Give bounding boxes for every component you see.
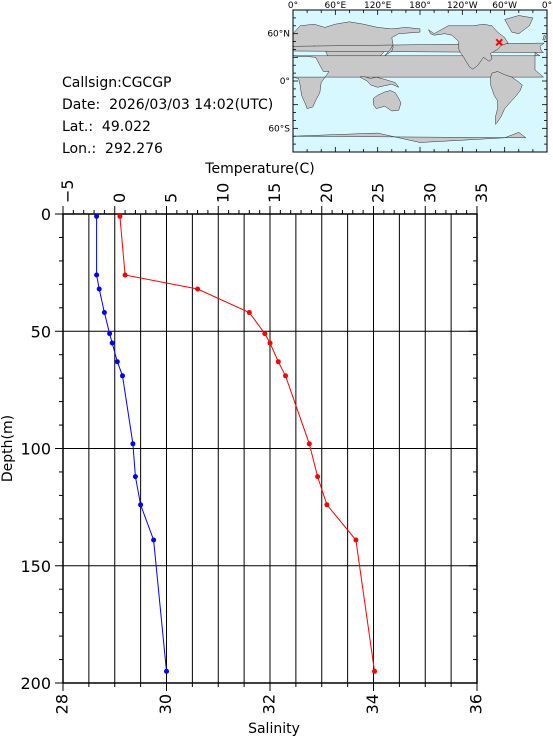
- salinity-tick-label: 34: [363, 694, 382, 714]
- land-uk: [542, 34, 546, 41]
- temperature-tick-label: 30: [420, 183, 439, 203]
- date-text: Date: 2026/03/03 14:02(UTC): [62, 97, 274, 113]
- map-lon-label: 120°E: [364, 1, 392, 11]
- salinity-tick-label: 28: [53, 694, 72, 714]
- salinity-axis-title: Salinity: [248, 721, 300, 736]
- map-lat-label: 60°S: [268, 124, 290, 134]
- temperature-tick-label: 0: [110, 193, 129, 203]
- depth-axis-title: Depth(m): [0, 415, 16, 482]
- map-lat-label: 0°: [280, 77, 290, 87]
- land-south-america: [490, 71, 523, 125]
- temperature-point: [315, 474, 321, 480]
- land-greenland: [504, 15, 534, 34]
- map-lon-label: 0°: [542, 1, 552, 11]
- depth-tick-label: 0: [41, 205, 51, 224]
- salinity-tick-label: 32: [260, 694, 279, 714]
- temperature-point: [353, 537, 359, 543]
- land-japan: [384, 45, 394, 56]
- latitude-text: Lat.: 49.022: [62, 119, 151, 135]
- temperature-point: [306, 441, 312, 447]
- salinity-point: [107, 331, 113, 337]
- temperature-axis-title: Temperature(C): [204, 161, 314, 177]
- temperature-point: [122, 272, 128, 278]
- temperature-point: [246, 310, 252, 315]
- salinity-point: [109, 340, 115, 346]
- temperature-point: [262, 331, 268, 337]
- station-marker-icon: [495, 38, 503, 47]
- depth-tick-label: 150: [20, 557, 51, 576]
- salinity-point: [132, 474, 138, 480]
- temperature-tick-label: −5: [58, 179, 77, 203]
- salinity-point: [94, 213, 100, 219]
- depth-tick-label: 100: [20, 440, 51, 459]
- salinity-point: [101, 310, 107, 315]
- temperature-point: [117, 213, 123, 219]
- salinity-point: [151, 537, 157, 543]
- temperature-point: [283, 373, 288, 379]
- salinity-point: [94, 272, 100, 278]
- salinity-tick-label: 36: [467, 694, 486, 714]
- temperature-tick-label: 20: [317, 183, 336, 203]
- temperature-point: [267, 340, 273, 346]
- longitude-text: Lon.: 292.276: [62, 141, 163, 157]
- temperature-point: [324, 502, 330, 508]
- map-lon-label: 60°E: [325, 1, 347, 11]
- salinity-point: [96, 286, 102, 292]
- map-lat-label: 60°N: [267, 30, 290, 40]
- land-australia: [373, 90, 402, 112]
- salinity-point: [120, 373, 125, 379]
- world-map: 0° 60°E 120°E 180° 120°W 60°W 0° 60°N 0° 60°S: [267, 1, 552, 153]
- land-north-america: [428, 23, 509, 70]
- salinity-point: [138, 502, 144, 508]
- land-indonesia: [359, 76, 400, 88]
- depth-tick-label: 50: [31, 322, 51, 341]
- temperature-tick-label: 15: [265, 183, 284, 203]
- map-lon-label: 0°: [288, 1, 298, 11]
- temperature-tick-label: 10: [213, 183, 232, 203]
- salinity-point: [114, 359, 120, 365]
- temperature-tick-label: 25: [369, 183, 388, 203]
- station-info: Callsign:CGCGP Date: 2026/03/03 14:02(UT…: [62, 72, 273, 160]
- salinity-point: [130, 441, 136, 447]
- temperature-point: [372, 668, 377, 674]
- temperature-tick-label: 5: [162, 193, 181, 203]
- land-africa: [292, 52, 545, 109]
- temperature-line: [119, 216, 375, 672]
- depth-tick-label: 200: [20, 674, 51, 693]
- map-lon-label: 180°: [409, 1, 431, 11]
- map-lon-label: 60°W: [492, 1, 517, 11]
- salinity-point: [164, 668, 169, 674]
- callsign-text: Callsign:CGCGP: [62, 75, 172, 91]
- map-lon-label: 120°W: [447, 1, 478, 11]
- temperature-tick-label: 35: [472, 183, 491, 203]
- salinity-tick-label: 30: [156, 694, 175, 714]
- temperature-point: [195, 286, 201, 292]
- temperature-point: [275, 359, 281, 365]
